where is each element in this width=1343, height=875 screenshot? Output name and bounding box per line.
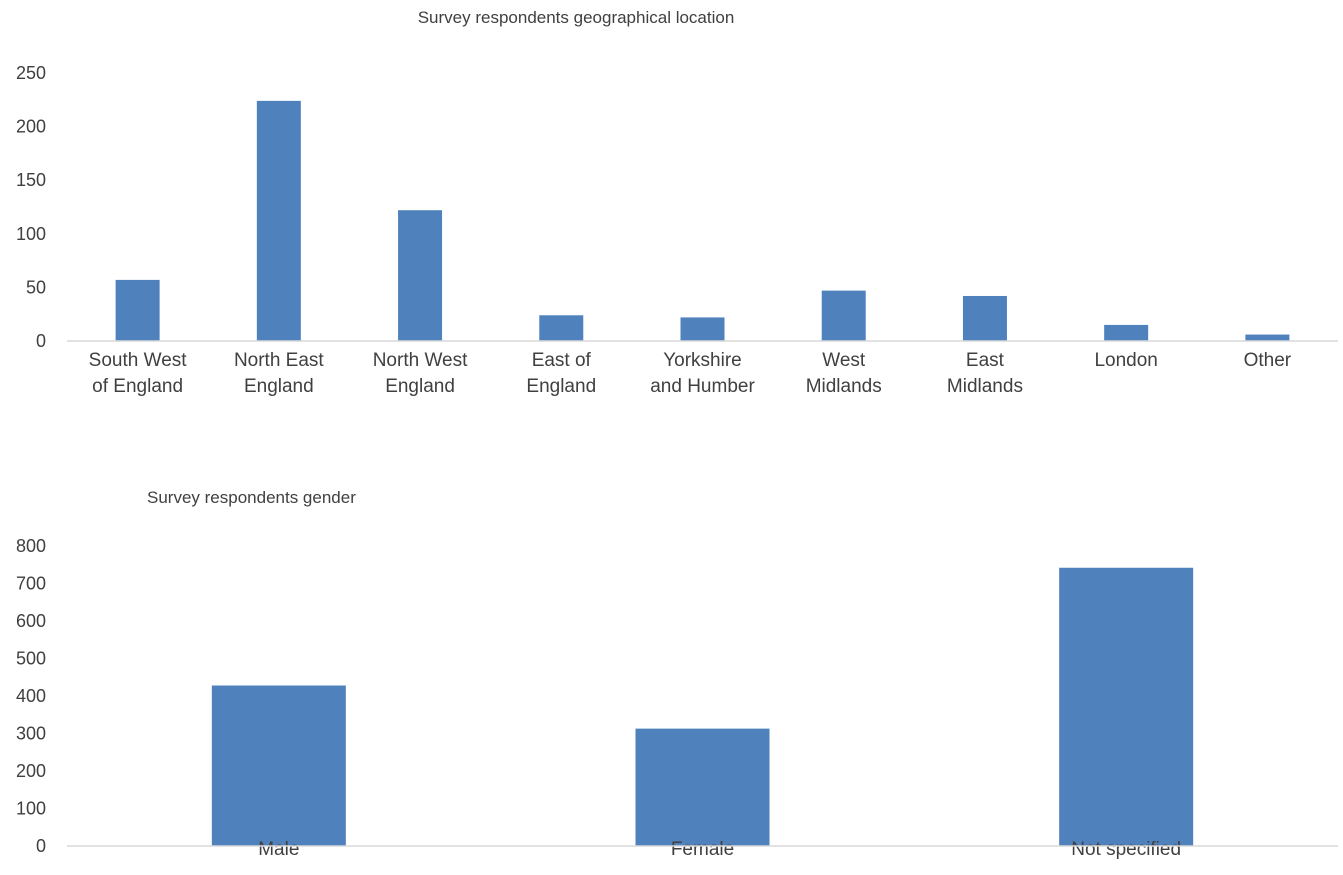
y-tick-label: 300: [16, 724, 46, 744]
x-tick-label: Midlands: [947, 376, 1023, 397]
y-tick-label: 250: [16, 63, 46, 83]
x-tick-label: Midlands: [806, 376, 882, 397]
x-tick-label: and Humber: [650, 376, 755, 397]
y-tick-label: 0: [36, 331, 46, 351]
x-tick-label: of England: [92, 376, 183, 397]
x-tick-label: London: [1094, 350, 1157, 371]
y-tick-label: 700: [16, 574, 46, 594]
y-tick-label: 200: [16, 761, 46, 781]
bar: [1245, 334, 1290, 341]
x-tick-label: Not specified: [1071, 839, 1181, 860]
x-tick-label: England: [244, 376, 314, 397]
x-tick-label: Female: [671, 839, 734, 860]
y-tick-label: 500: [16, 649, 46, 669]
bar: [211, 685, 346, 846]
x-tick-label: South West: [89, 350, 188, 371]
bar: [115, 279, 160, 341]
bar: [635, 728, 770, 846]
bar: [539, 315, 584, 341]
x-tick-label: East of: [532, 350, 592, 371]
chart-title: Survey respondents gender: [147, 488, 356, 507]
bar: [1104, 324, 1149, 341]
geographical-location-chart: Survey respondents geographical location…: [16, 8, 1338, 397]
y-tick-label: 800: [16, 536, 46, 556]
y-tick-label: 400: [16, 686, 46, 706]
chart-title: Survey respondents geographical location: [418, 8, 735, 27]
x-tick-label: England: [385, 376, 455, 397]
y-tick-label: 150: [16, 170, 46, 190]
y-tick-label: 0: [36, 836, 46, 856]
y-tick-label: 100: [16, 224, 46, 244]
y-tick-label: 100: [16, 799, 46, 819]
x-tick-label: Male: [258, 839, 299, 860]
y-tick-label: 600: [16, 611, 46, 631]
bar: [398, 210, 443, 341]
y-tick-label: 200: [16, 117, 46, 137]
y-tick-label: 50: [26, 277, 46, 297]
x-tick-label: Yorkshire: [663, 350, 742, 371]
x-tick-label: North East: [234, 350, 324, 371]
x-tick-label: North West: [373, 350, 468, 371]
x-tick-label: East: [966, 350, 1005, 371]
bar: [962, 295, 1007, 341]
bar: [256, 100, 301, 341]
x-tick-label: England: [526, 376, 596, 397]
bar: [680, 317, 725, 341]
bar: [821, 290, 866, 341]
x-tick-label: Other: [1244, 350, 1292, 371]
bar: [1059, 567, 1194, 846]
x-tick-label: West: [822, 350, 866, 371]
gender-chart: Survey respondents gender 0 100 200 300 400 5…: [16, 488, 1338, 860]
